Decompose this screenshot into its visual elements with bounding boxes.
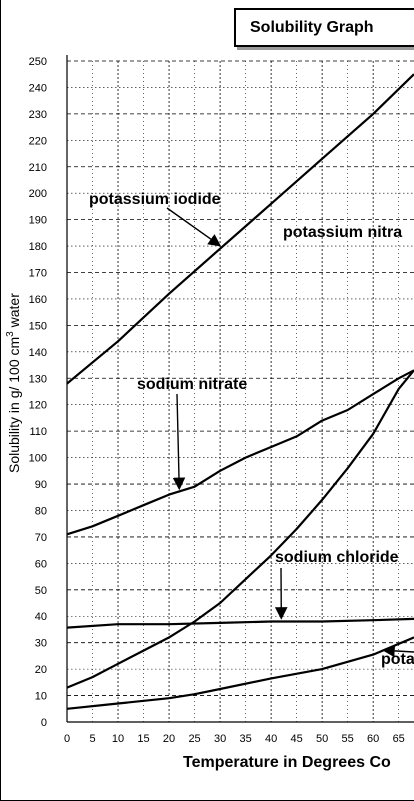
x-tick-label: 0 bbox=[64, 733, 70, 745]
chart-title-box: Solubility Graph bbox=[234, 8, 414, 47]
x-tick-labels: 0 5 10 15 20 25 30 35 40 45 50 55 60 65 bbox=[64, 733, 405, 745]
annotation-label: potassium nitra bbox=[283, 224, 402, 241]
y-tick-label: 20 bbox=[35, 664, 47, 676]
series-line-sodium-chloride bbox=[66, 617, 414, 629]
y-tick-label: 170 bbox=[29, 268, 47, 280]
x-tick-label: 10 bbox=[112, 733, 124, 745]
y-tick-label: 150 bbox=[29, 320, 47, 332]
y-tick-label: 130 bbox=[29, 373, 47, 385]
y-tick-label: 60 bbox=[35, 558, 47, 570]
annotation-arrow bbox=[382, 644, 414, 658]
x-tick-label: 15 bbox=[137, 733, 149, 745]
annotations: potassium iodide potassium nitra sodium ni… bbox=[89, 191, 414, 668]
y-tick-label: 110 bbox=[29, 426, 47, 438]
y-tick-label: 100 bbox=[29, 453, 47, 465]
annotation-label: pota bbox=[381, 651, 414, 668]
series-lines bbox=[66, 73, 414, 710]
y-tick-label: 230 bbox=[29, 109, 47, 121]
x-tick-label: 55 bbox=[342, 733, 354, 745]
y-tick-label: 250 bbox=[29, 56, 47, 68]
y-tick-label: 80 bbox=[35, 505, 47, 517]
x-tick-label: 20 bbox=[163, 733, 175, 745]
y-tick-label: 240 bbox=[29, 82, 47, 94]
y-tick-label: 0 bbox=[41, 717, 47, 729]
y-tick-label: 140 bbox=[29, 347, 47, 359]
y-axis-title: Solubility in g/ 100 cm3 water bbox=[5, 293, 22, 473]
series-line-potassium-iodide bbox=[66, 73, 414, 385]
y-tick-label: 160 bbox=[29, 294, 47, 306]
y-tick-label: 190 bbox=[29, 215, 47, 227]
y-tick-label: 10 bbox=[35, 691, 47, 703]
y-tick-label: 210 bbox=[29, 162, 47, 174]
x-tick-label: 40 bbox=[265, 733, 277, 745]
annotation-label: sodium nitrate bbox=[137, 376, 247, 393]
annotation-arrow bbox=[166, 207, 222, 247]
annotation-label: sodium chloride bbox=[275, 549, 399, 566]
chart-title: Solubility Graph bbox=[250, 19, 374, 36]
annotation-arrow bbox=[172, 393, 186, 491]
annotation-label: potassium iodide bbox=[89, 191, 221, 208]
x-tick-label: 45 bbox=[291, 733, 303, 745]
grid-lines bbox=[67, 60, 414, 722]
y-tick-labels: 0 10 20 30 40 50 60 70 80 90 100 110 120 130 140 150 160… bbox=[29, 56, 47, 729]
series-line-potassium-chlorate bbox=[66, 636, 414, 710]
y-tick-label: 200 bbox=[29, 188, 47, 200]
x-tick-label: 25 bbox=[188, 733, 200, 745]
x-tick-label: 50 bbox=[316, 733, 328, 745]
y-tick-label: 180 bbox=[29, 241, 47, 253]
y-tick-label: 120 bbox=[29, 400, 47, 412]
x-axis-title: Temperature in Degrees Co bbox=[183, 754, 391, 771]
x-tick-label: 65 bbox=[393, 733, 405, 745]
x-tick-label: 35 bbox=[239, 733, 251, 745]
series-line-sodium-nitrate bbox=[66, 369, 414, 536]
y-tick-label: 40 bbox=[35, 611, 47, 623]
x-tick-label: 30 bbox=[214, 733, 226, 745]
y-tick-label: 220 bbox=[29, 135, 47, 147]
series-line-potassium-nitrate bbox=[66, 369, 414, 689]
y-tick-label: 30 bbox=[35, 638, 47, 650]
y-tick-label: 90 bbox=[35, 479, 47, 491]
y-tick-label: 50 bbox=[35, 585, 47, 597]
x-tick-label: 5 bbox=[89, 733, 95, 745]
x-tick-label: 60 bbox=[367, 733, 379, 745]
y-tick-label: 70 bbox=[35, 532, 47, 544]
